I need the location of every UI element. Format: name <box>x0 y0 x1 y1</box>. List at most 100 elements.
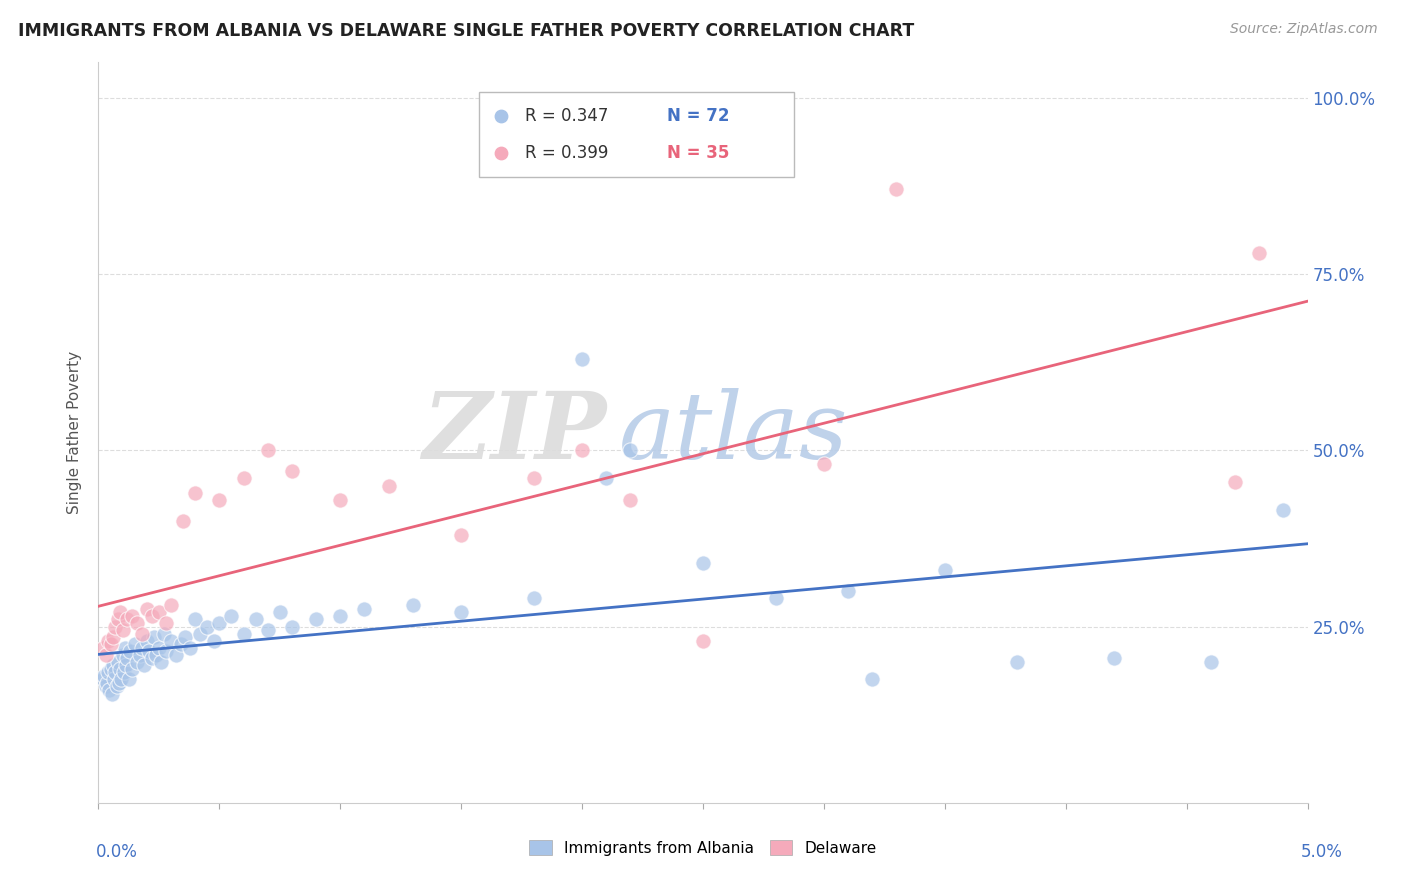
Point <box>1272 503 1295 517</box>
Point <box>595 471 617 485</box>
Point <box>1007 655 1029 669</box>
Point <box>103 673 125 687</box>
Point <box>127 655 149 669</box>
Point <box>934 563 956 577</box>
Point <box>523 471 546 485</box>
Point <box>208 615 231 630</box>
Point <box>131 626 153 640</box>
Point <box>104 619 127 633</box>
Point <box>104 665 127 680</box>
Text: N = 35: N = 35 <box>666 144 730 161</box>
Point <box>101 630 124 644</box>
Point <box>115 658 138 673</box>
Point <box>571 351 593 366</box>
Point <box>305 612 328 626</box>
Point <box>619 492 641 507</box>
Point <box>450 606 472 620</box>
Point <box>112 665 135 680</box>
Point <box>165 648 187 662</box>
Point <box>100 686 122 700</box>
Point <box>765 591 787 606</box>
Point <box>232 626 254 640</box>
Point <box>523 591 546 606</box>
Point <box>101 658 124 673</box>
Point <box>204 633 226 648</box>
Point <box>107 612 129 626</box>
Point <box>169 637 191 651</box>
Point <box>141 651 163 665</box>
Y-axis label: Single Father Poverty: Single Father Poverty <box>67 351 83 514</box>
Point <box>1223 475 1246 489</box>
Point <box>108 662 131 676</box>
Point <box>571 443 593 458</box>
Point <box>148 640 170 655</box>
Point <box>692 556 714 570</box>
Point <box>221 609 243 624</box>
Point <box>127 615 149 630</box>
Point <box>188 626 211 640</box>
Point <box>155 615 177 630</box>
Point <box>813 458 835 472</box>
Text: IMMIGRANTS FROM ALBANIA VS DELAWARE SINGLE FATHER POVERTY CORRELATION CHART: IMMIGRANTS FROM ALBANIA VS DELAWARE SING… <box>18 22 914 40</box>
Point <box>100 662 122 676</box>
Point <box>94 648 117 662</box>
Point <box>860 673 883 687</box>
Point <box>110 673 132 687</box>
Point <box>143 630 166 644</box>
Point <box>118 644 141 658</box>
Point <box>124 637 146 651</box>
Point <box>108 676 131 690</box>
Text: R = 0.399: R = 0.399 <box>526 144 609 161</box>
Point <box>117 612 139 626</box>
Point <box>91 640 114 655</box>
Point <box>1249 245 1271 260</box>
Point <box>1199 655 1222 669</box>
Point <box>155 644 177 658</box>
Point <box>108 606 131 620</box>
Point <box>131 640 153 655</box>
Point <box>141 609 163 624</box>
Point <box>118 673 141 687</box>
Point <box>145 648 167 662</box>
Point <box>245 612 267 626</box>
Point <box>114 640 136 655</box>
Point <box>135 602 157 616</box>
Text: Source: ZipAtlas.com: Source: ZipAtlas.com <box>1230 22 1378 37</box>
Point <box>91 673 114 687</box>
Point <box>98 683 121 698</box>
Point <box>195 619 218 633</box>
Point <box>179 640 201 655</box>
Point <box>232 471 254 485</box>
Point <box>138 644 160 658</box>
Point <box>150 655 173 669</box>
Point <box>121 662 143 676</box>
Point <box>184 485 207 500</box>
Point <box>269 606 291 620</box>
Text: atlas: atlas <box>619 388 848 477</box>
Point <box>377 478 399 492</box>
Point <box>134 658 156 673</box>
Point <box>148 606 170 620</box>
Text: ZIP: ZIP <box>422 388 606 477</box>
Point <box>1102 651 1125 665</box>
Point <box>96 676 118 690</box>
Point <box>135 633 157 648</box>
Text: 0.0%: 0.0% <box>96 843 138 861</box>
Point <box>329 492 352 507</box>
Point <box>402 599 425 613</box>
Point <box>281 619 304 633</box>
Point <box>619 443 641 458</box>
Point <box>353 602 375 616</box>
Point <box>121 609 143 624</box>
Point <box>117 651 139 665</box>
Point <box>837 584 859 599</box>
Point <box>94 680 117 694</box>
Point <box>160 633 183 648</box>
Point <box>97 665 120 680</box>
Point <box>886 182 908 196</box>
Text: R = 0.347: R = 0.347 <box>526 108 609 126</box>
Point <box>128 648 150 662</box>
Point <box>281 464 304 478</box>
Point <box>256 623 278 637</box>
Point <box>105 680 128 694</box>
